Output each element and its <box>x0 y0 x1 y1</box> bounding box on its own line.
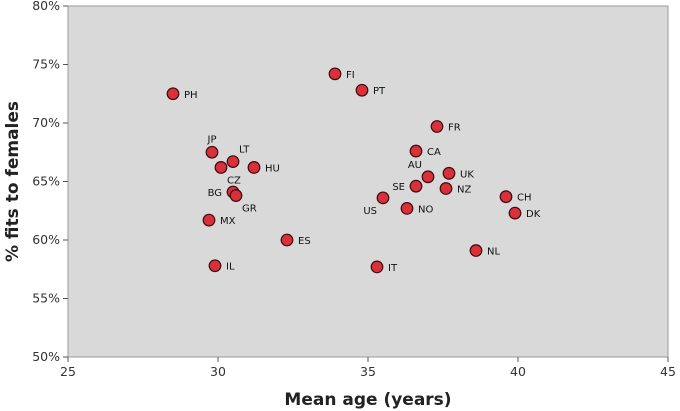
y-tick-label: 75% <box>32 57 60 72</box>
data-point-nz <box>439 182 453 195</box>
data-point-it <box>370 260 384 274</box>
data-point-dk <box>508 206 522 220</box>
data-label-cz: CZ <box>227 175 241 186</box>
data-point-se <box>409 179 423 193</box>
data-point-ca <box>409 144 423 158</box>
data-label-se: SE <box>392 182 405 193</box>
y-tick-label: 55% <box>32 291 60 306</box>
data-point-fi <box>328 67 342 81</box>
x-tick-label: 25 <box>60 364 76 379</box>
y-tick-label: 60% <box>32 232 60 247</box>
y-tick-label: 70% <box>32 115 60 130</box>
data-point-ph <box>166 87 180 101</box>
data-label-nl: NL <box>487 247 500 258</box>
data-label-fi: FI <box>346 70 355 81</box>
data-point-lt <box>226 155 240 169</box>
x-tick-label: 45 <box>660 364 676 379</box>
data-points <box>166 67 522 274</box>
data-label-jp: JP <box>207 134 217 145</box>
data-label-us: US <box>363 206 377 217</box>
y-tick-label: 50% <box>32 349 60 364</box>
y-axis-ticks: 50% 55% 60% 65% 70% 75% 80% <box>32 0 68 364</box>
data-point-nl <box>469 244 483 257</box>
data-label-no: NO <box>418 204 433 215</box>
data-point-au <box>421 170 435 184</box>
data-point-mx <box>202 213 216 227</box>
data-label-bg: BG <box>208 188 222 199</box>
data-label-nz: NZ <box>457 185 471 196</box>
data-label-lt: LT <box>239 145 250 156</box>
data-point-il <box>208 259 222 273</box>
data-point-us <box>376 191 390 205</box>
y-tick-label: 65% <box>32 174 60 189</box>
x-tick-label: 30 <box>210 364 226 379</box>
x-axis-ticks: 25 30 35 40 45 <box>60 357 676 379</box>
x-axis-title: Mean age (years) <box>284 390 451 410</box>
data-point-hu <box>247 161 261 174</box>
plot-area <box>67 5 669 358</box>
data-point-es <box>280 233 294 247</box>
data-point-uk <box>442 166 456 180</box>
data-point-cz <box>214 161 228 174</box>
data-point-gr <box>229 189 243 202</box>
data-point-pt <box>355 83 369 97</box>
y-axis-title: % fits to females <box>3 101 23 262</box>
data-label-es: ES <box>298 236 311 247</box>
data-label-ca: CA <box>427 147 441 158</box>
data-point-ch <box>499 190 513 204</box>
data-label-hu: HU <box>265 163 280 174</box>
data-label-mx: MX <box>220 216 236 227</box>
data-point-jp <box>205 145 219 159</box>
data-point-fr <box>430 120 444 133</box>
data-label-it: IT <box>388 263 398 274</box>
data-label-gr: GR <box>242 204 257 215</box>
data-label-fr: FR <box>448 123 461 134</box>
data-label-pt: PT <box>373 86 386 97</box>
data-label-dk: DK <box>526 209 541 220</box>
x-tick-label: 35 <box>360 364 376 379</box>
data-label-uk: UK <box>460 169 474 180</box>
data-point-labels: PH FI PT FR JP LT CZ HU CA AU UK SE NZ BG GR US NO CH DK MX… <box>184 70 541 274</box>
data-label-au: AU <box>408 160 422 171</box>
data-point-no <box>400 202 414 215</box>
data-label-il: IL <box>226 262 235 273</box>
data-label-ch: CH <box>517 193 532 204</box>
x-tick-label: 40 <box>510 364 526 379</box>
data-label-ph: PH <box>184 90 198 101</box>
y-tick-label: 80% <box>32 0 60 13</box>
